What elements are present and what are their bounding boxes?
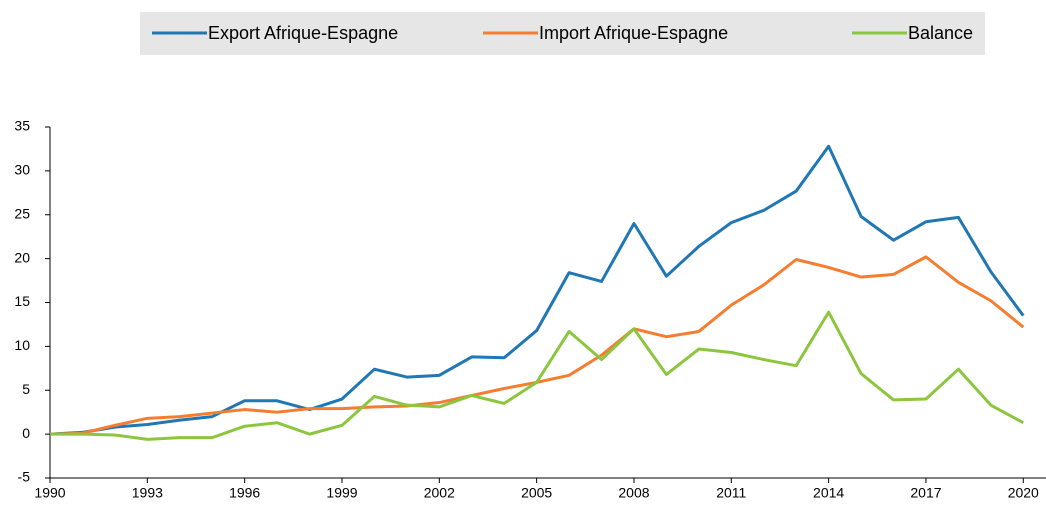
y-tick-label: 20 [14,249,30,265]
x-tick-label: 1999 [326,485,357,501]
x-tick-label: 1990 [34,485,65,501]
y-tick-label: 30 [14,162,30,178]
x-tick-label: 2011 [716,485,746,501]
x-tick-label: 2020 [1008,485,1039,501]
x-tick-label: 2014 [813,485,844,501]
y-tick-label: 0 [22,425,30,441]
x-tick-label: 1996 [229,485,260,501]
x-tick-label: 1993 [132,485,163,501]
x-tick-label: 2005 [521,485,552,501]
x-tick-label: 2002 [424,485,455,501]
line-series [50,310,1025,441]
y-tick-label: 35 [14,118,30,134]
y-tick-label: 15 [14,293,30,309]
line-series [49,255,1025,436]
y-tick-label: 10 [14,337,30,353]
y-tick-label: -5 [18,469,31,485]
y-tick-label: 5 [22,381,30,397]
y-tick-label: 25 [14,205,30,221]
x-tick-label: 2017 [910,485,941,501]
x-tick-label: 2008 [618,485,649,501]
line-series [49,144,1025,436]
legend-label: Balance [908,23,973,43]
legend-label: Import Afrique-Espagne [539,23,728,43]
legend-label: Export Afrique-Espagne [208,23,398,43]
legend-box [140,12,985,55]
legend: Export Afrique-Espagne Import Afrique-Esp… [152,23,973,43]
